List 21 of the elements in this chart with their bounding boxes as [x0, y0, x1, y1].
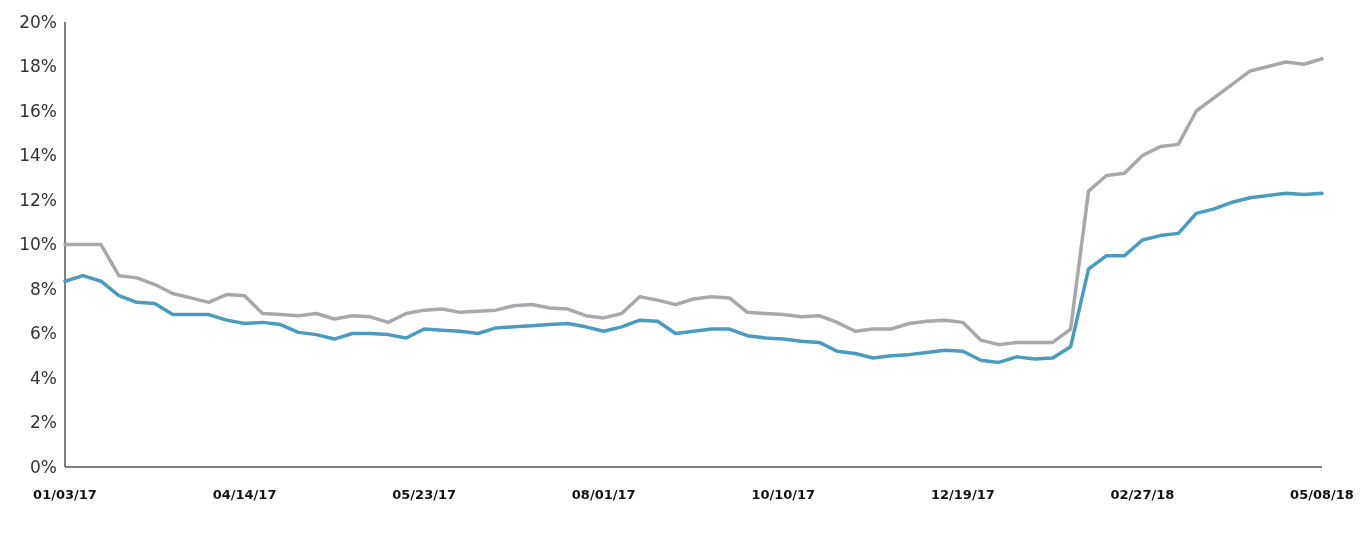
- y-tick-label: 0%: [30, 456, 57, 477]
- line-series: [63, 56, 1324, 347]
- y-tick-label: 8%: [30, 278, 57, 299]
- line-series: [63, 191, 1324, 365]
- x-tick-label: 08/01/17: [571, 487, 636, 502]
- y-tick-label: 20%: [19, 11, 57, 32]
- y-tick-label: 6%: [30, 323, 57, 344]
- y-tick-label: 14%: [19, 145, 57, 166]
- x-tick-label: 10/10/17: [751, 487, 816, 502]
- y-tick-label: 2%: [30, 412, 57, 433]
- y-tick-label: 10%: [19, 234, 57, 255]
- x-tick-label: 04/14/17: [212, 487, 277, 502]
- y-tick-label: 16%: [19, 100, 57, 121]
- y-tick-label: 4%: [30, 367, 57, 388]
- y-tick-label: 18%: [19, 56, 57, 77]
- y-tick-label: 12%: [19, 189, 57, 210]
- x-tick-label: 05/23/17: [392, 487, 457, 502]
- x-tick-label: 05/08/18: [1290, 487, 1354, 502]
- x-tick-label: 01/03/17: [33, 487, 97, 502]
- x-tick-label: 12/19/17: [930, 487, 995, 502]
- x-tick-label: 02/27/18: [1110, 487, 1175, 502]
